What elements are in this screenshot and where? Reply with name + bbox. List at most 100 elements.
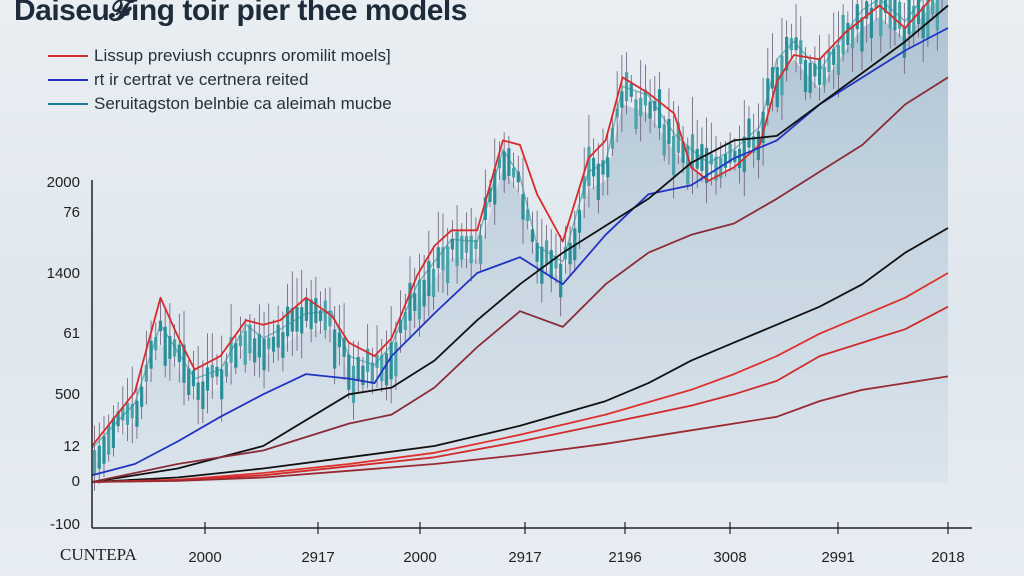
candle-body [248, 324, 252, 354]
candle-body [639, 97, 643, 117]
candle-body [121, 407, 125, 421]
candle-body [648, 101, 652, 119]
candle-body [912, 5, 916, 35]
candle-body [761, 111, 765, 144]
candle-body [323, 300, 327, 331]
legend: Lissup previush ccupnrs oromilit moels] … [48, 44, 392, 116]
candle-body [460, 235, 464, 260]
series-line-black-trend [91, 4, 949, 483]
candle-body [285, 306, 290, 337]
candle-body [540, 246, 544, 284]
candle-body [220, 369, 224, 400]
candle-body [182, 344, 186, 383]
candle-body [601, 160, 605, 175]
candle-body [846, 22, 850, 46]
y-tick-label: 2000 [47, 174, 80, 191]
legend-item: Lissup previush ccupnrs oromilit moels] [48, 44, 392, 68]
candle-body [116, 411, 120, 427]
candle-body [304, 298, 309, 321]
area-fill-layer [92, 0, 948, 482]
candle-body [705, 147, 709, 184]
candle-body [549, 250, 553, 279]
y-tick-label: 1400 [47, 265, 80, 282]
candle-body [187, 368, 191, 395]
candle-body [210, 364, 214, 378]
candle-body [290, 308, 294, 332]
candle-body [535, 242, 539, 262]
candle-body [511, 167, 516, 178]
candle-body [427, 261, 431, 297]
candle-body [422, 279, 426, 307]
candle-body [620, 91, 624, 108]
candle-body [238, 335, 243, 347]
candle-body [752, 136, 756, 153]
candle-body [775, 67, 779, 107]
candle-body [337, 332, 341, 348]
candle-body [389, 342, 393, 380]
candle-body [398, 319, 403, 334]
candle-body [262, 338, 266, 371]
series-lines-layer [91, 0, 949, 483]
candle-body [224, 362, 228, 377]
y-tick-label: 0 [72, 473, 80, 490]
tick-layer: 2000 76 1400 61 500 12 0 -100 2000 2917 2000 2917 21… [47, 174, 965, 566]
candle-body [577, 209, 582, 233]
candle-body [135, 400, 139, 427]
candle-body [102, 436, 106, 464]
candle-body [309, 299, 313, 330]
candle-body [201, 381, 205, 409]
candle-body [403, 312, 407, 330]
candle-body [366, 348, 370, 373]
candle-body [140, 386, 144, 407]
candle-body [568, 242, 572, 265]
x-tick-label: 2000 [403, 549, 436, 566]
candle-body [431, 268, 436, 298]
candle-body [111, 417, 115, 449]
candle-body [318, 310, 323, 322]
x-tick-label: 2000 [188, 549, 221, 566]
candle-body [271, 336, 276, 352]
candle-body [813, 63, 817, 77]
corner-label: CUNTEPA [60, 545, 138, 564]
candle-body [926, 0, 930, 39]
candle-body [257, 334, 261, 358]
candle-body [205, 367, 210, 391]
candle-body [333, 329, 337, 369]
candle-body [464, 236, 469, 253]
candle-body [667, 118, 671, 144]
candle-body [507, 148, 511, 176]
candle-body [799, 40, 803, 65]
candle-body [592, 157, 596, 177]
candle-body [347, 354, 351, 390]
candle-body [747, 118, 751, 148]
candle-body [479, 235, 483, 264]
candle-body [342, 338, 346, 357]
candle-body [163, 326, 167, 366]
candle-body [596, 163, 600, 200]
candle-body [624, 72, 629, 102]
candle-body [709, 154, 713, 165]
candle-body [733, 150, 737, 163]
x-tick-label: 2917 [508, 549, 541, 566]
candle-body [370, 362, 374, 385]
y-tick-label: -100 [50, 516, 80, 533]
candle-body [380, 355, 384, 382]
legend-swatch [48, 79, 88, 81]
candle-body [803, 59, 808, 92]
candle-body [898, 1, 902, 29]
candle-body [893, 0, 897, 31]
candle-body [690, 134, 695, 170]
candle-body [737, 148, 742, 169]
candle-body [657, 89, 662, 129]
candle-body [243, 330, 247, 365]
candle-body [785, 36, 789, 71]
candle-body [191, 370, 196, 387]
candle-body [356, 356, 360, 382]
series-line-maroon-2 [91, 375, 949, 483]
candle-body [930, 0, 935, 15]
x-tick-label: 2917 [301, 549, 334, 566]
candle-body [215, 366, 219, 377]
candle-body [818, 58, 822, 85]
candle-body [681, 141, 685, 163]
candle-body [643, 89, 648, 106]
